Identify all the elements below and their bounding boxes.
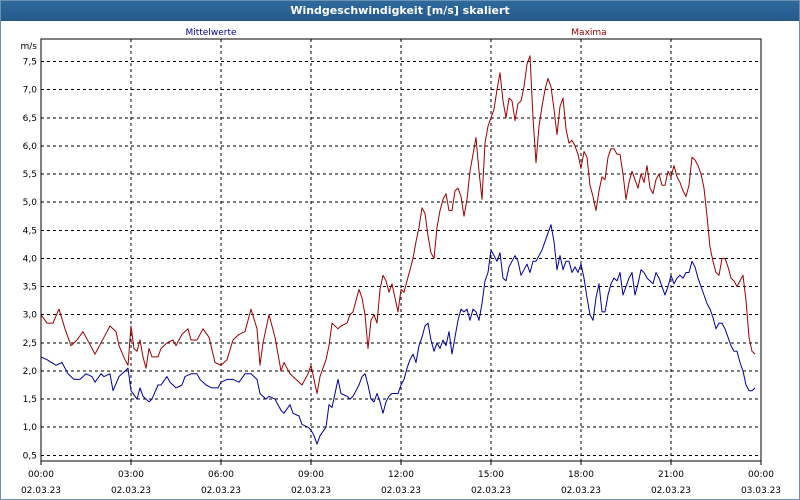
- window-title-bar: Windgeschwindigkeit [m/s] skaliert: [1, 1, 799, 21]
- x-tick-date: 02.03.23: [471, 486, 511, 496]
- y-tick-label: 7,5: [23, 58, 37, 68]
- series-line-mittelwerte: [40, 224, 756, 445]
- y-tick-label: 3,0: [23, 311, 38, 321]
- y-tick-label: 2,0: [23, 367, 38, 377]
- y-tick-label: 0,5: [23, 451, 37, 461]
- x-tick-time: 09:00: [298, 470, 324, 480]
- x-tick-time: 00:00: [748, 470, 774, 480]
- x-tick-date: 02.03.23: [381, 486, 421, 496]
- chart-legend: Mittelwerte Maxima: [185, 28, 606, 38]
- x-tick-date: 02.03.23: [111, 486, 151, 496]
- x-tick-date: 02.03.23: [291, 486, 331, 496]
- x-tick-time: 03:00: [118, 470, 144, 480]
- plot-area-frame: [40, 38, 762, 462]
- x-tick-time: 06:00: [208, 470, 234, 480]
- chart-axis-labels: 0,5 1,0 1,5 2,0 2,5 3,0 3,5 4,0 4,5 5,0 5,5 6,0 6,5 7…: [21, 42, 782, 496]
- y-tick-label: 7,0: [23, 86, 38, 96]
- x-tick-date: 02.03.23: [561, 486, 601, 496]
- x-tick-date: 02.03.23: [21, 486, 61, 496]
- series-line-maxima: [40, 55, 756, 394]
- chart-grid: [40, 39, 762, 465]
- y-tick-label: 6,5: [23, 114, 37, 124]
- x-tick-time: 00:00: [28, 470, 54, 480]
- y-tick-label: 5,0: [23, 198, 38, 208]
- chart-title: Windgeschwindigkeit [m/s] skaliert: [290, 4, 510, 17]
- y-tick-label: 1,5: [23, 395, 37, 405]
- x-tick-time: 12:00: [388, 470, 414, 480]
- x-tick-time: 15:00: [478, 470, 504, 480]
- legend-mittelwerte: Mittelwerte: [185, 28, 236, 38]
- x-tick-date: 03.03.23: [741, 486, 781, 496]
- y-tick-label: 3,5: [23, 283, 37, 293]
- x-tick-date: 02.03.23: [201, 486, 241, 496]
- y-tick-label: 2,5: [23, 339, 37, 349]
- legend-maxima: Maxima: [571, 28, 606, 38]
- y-tick-label: 6,0: [23, 142, 38, 152]
- x-tick-date: 02.03.23: [651, 486, 691, 496]
- chart-series: [40, 55, 756, 445]
- y-tick-label: 4,5: [23, 226, 37, 236]
- x-tick-time: 18:00: [568, 470, 594, 480]
- y-tick-label: 4,0: [23, 254, 38, 264]
- x-tick-time: 21:00: [658, 470, 684, 480]
- y-axis-label: m/s: [21, 42, 38, 52]
- y-tick-label: 5,5: [23, 170, 37, 180]
- y-tick-label: 1,0: [23, 423, 38, 433]
